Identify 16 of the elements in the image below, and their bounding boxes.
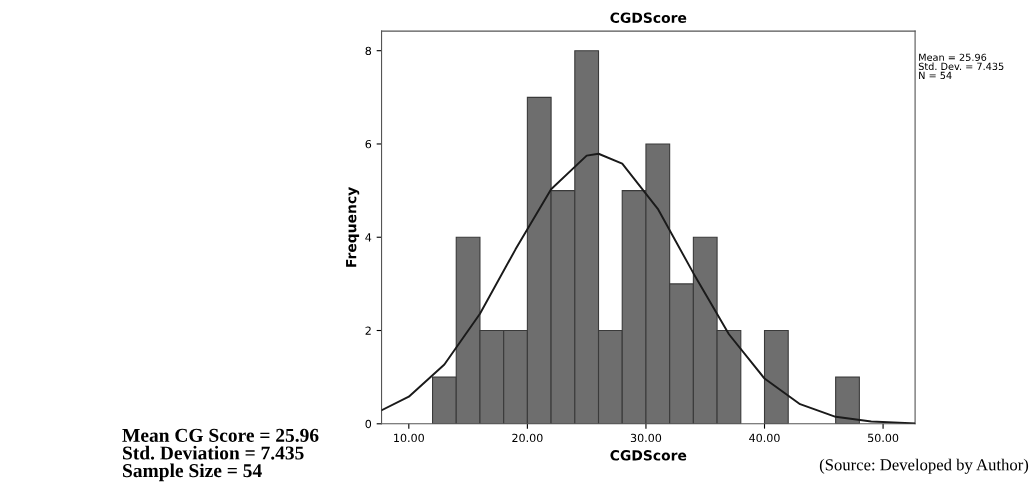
- x-tick-label: 50.00: [868, 433, 899, 443]
- y-tick-label: 0: [365, 419, 372, 429]
- y-tick-label: 8: [365, 46, 372, 56]
- y-tick-label: 4: [365, 233, 372, 242]
- x-tick-label: 30.00: [630, 433, 662, 443]
- x-tick-label: 20.00: [512, 433, 543, 443]
- text: Mean = 25.96 Std. Dev. = 7.435 N = 54: [918, 53, 1004, 80]
- x-tick-label: 10.00: [394, 433, 424, 443]
- text: Mean CG Score = 25.96 Std. Deviation = 7.435 Sample Size = 54: [122, 428, 319, 482]
- y-tick-label: 6: [365, 139, 372, 149]
- y-tick-label: 2: [365, 326, 371, 335]
- chart-title: CGDScore: [610, 12, 687, 23]
- x-axis-title: CGDScore: [610, 450, 687, 461]
- x-tick-label: 40.00: [749, 433, 780, 443]
- y-axis-title: Frequency: [346, 187, 360, 267]
- text: (Source: Developed by Author): [819, 458, 1029, 474]
